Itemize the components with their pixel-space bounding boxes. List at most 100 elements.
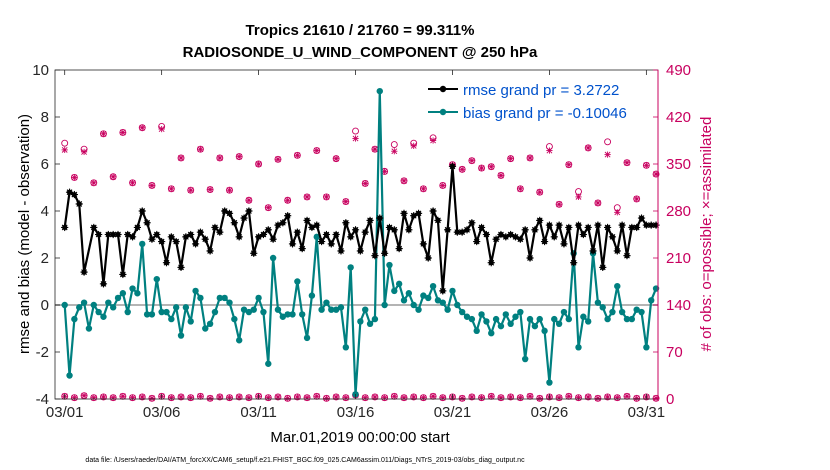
y2-tick-label: 210 xyxy=(666,250,691,267)
obs-low-assimilated-marker xyxy=(517,394,524,401)
bias-point xyxy=(357,318,364,325)
bias-point xyxy=(604,315,611,323)
obs-assimilated-marker xyxy=(643,162,650,169)
rmse-series xyxy=(61,162,660,295)
bias-point xyxy=(231,315,238,323)
bias-point xyxy=(240,306,248,313)
bias-point xyxy=(202,325,209,332)
rmse-point xyxy=(162,259,171,267)
bias-point xyxy=(318,306,325,313)
rmse-point xyxy=(288,240,297,248)
y-axis-left: -4 -2 0 2 4 6 8 10 xyxy=(32,62,60,408)
obs-low-assimilated-marker xyxy=(614,394,621,401)
obs-low-assimilated-marker xyxy=(400,394,408,401)
rmse-point xyxy=(511,233,520,241)
obs-low-assimilated-marker xyxy=(555,394,563,401)
obs-assimilated-marker xyxy=(565,161,572,168)
bias-point xyxy=(473,327,480,335)
bias-point xyxy=(376,87,383,95)
bias-point xyxy=(623,315,631,323)
bias-point xyxy=(449,287,456,295)
rmse-point xyxy=(104,230,112,239)
rmse-point xyxy=(414,209,423,217)
rmse-point xyxy=(608,233,617,241)
y-tick-label: 0 xyxy=(41,297,49,314)
y-tick-label: 4 xyxy=(41,203,49,220)
obs-low-assimilated-marker xyxy=(323,395,330,402)
bias-point xyxy=(260,308,267,316)
bias-point xyxy=(502,311,509,318)
y2-tick-label: 140 xyxy=(666,297,691,314)
rmse-point xyxy=(182,233,190,241)
bias-point xyxy=(638,308,645,316)
rmse-point xyxy=(366,216,374,224)
rmse-point xyxy=(128,233,137,241)
rmse-point xyxy=(337,247,345,255)
obs-assimilated-marker xyxy=(129,179,136,186)
bias-point xyxy=(323,299,330,306)
rmse-point xyxy=(540,237,549,246)
rmse-point xyxy=(570,259,578,267)
bias-point xyxy=(643,344,650,351)
bias-point xyxy=(633,306,640,313)
rmse-point xyxy=(138,207,146,215)
rmse-point xyxy=(574,221,583,229)
bias-point xyxy=(609,308,616,316)
obs-assimilated-marker xyxy=(585,144,592,152)
bias-point xyxy=(303,334,311,342)
bias-point xyxy=(371,315,379,323)
bias-point xyxy=(177,332,185,339)
bias-point xyxy=(463,313,471,320)
bias-point xyxy=(580,313,587,320)
obs-assimilated-marker xyxy=(255,160,262,168)
obs-assimilated-marker xyxy=(410,142,417,149)
bias-point xyxy=(483,318,490,325)
rmse-point xyxy=(250,249,258,257)
y-tick-label: -2 xyxy=(36,344,49,361)
y-axis-right: 0 70 140 210 280 350 420 490 xyxy=(653,62,691,408)
rmse-point xyxy=(565,223,573,232)
bias-point xyxy=(444,306,451,313)
obs-low-assimilated-marker xyxy=(565,393,572,400)
rmse-point xyxy=(230,219,238,227)
bias-point xyxy=(347,264,354,271)
rmse-point xyxy=(637,214,646,222)
rmse-point xyxy=(603,223,612,232)
rmse-point xyxy=(647,221,655,229)
bias-point xyxy=(575,344,582,351)
bias-point xyxy=(192,287,199,295)
rmse-point xyxy=(80,268,88,276)
obs-low-assimilated-marker xyxy=(119,393,126,400)
bias-point xyxy=(478,311,485,318)
bias-point xyxy=(507,320,514,327)
rmse-point xyxy=(90,223,98,232)
rmse-point xyxy=(279,219,287,227)
x-tick-label: 03/31 xyxy=(628,404,666,421)
rmse-point xyxy=(623,252,631,260)
bias-point xyxy=(61,301,68,309)
obs-low-assimilated-marker xyxy=(381,394,388,401)
rmse-point xyxy=(390,226,398,234)
obs-assimilated-marker xyxy=(555,201,563,208)
obs-assimilated-marker xyxy=(71,174,78,181)
bias-point xyxy=(289,311,296,318)
rmse-point xyxy=(196,228,205,236)
obs-assimilated-marker xyxy=(303,193,311,201)
rmse-point xyxy=(448,162,457,170)
bias-point xyxy=(134,290,141,297)
rmse-point xyxy=(526,254,534,262)
bias-point xyxy=(100,313,107,320)
obs-assimilated-marker xyxy=(245,197,253,204)
bias-point xyxy=(332,306,340,313)
rmse-point xyxy=(550,233,558,241)
obs-low-assimilated-marker xyxy=(526,393,534,400)
obs-low-assimilated-marker xyxy=(148,395,156,402)
obs-low-assimilated-marker xyxy=(342,394,349,401)
bias-point xyxy=(211,308,219,316)
obs-assimilated-marker xyxy=(400,177,408,184)
legend-rmse-label: rmse grand pr = 3.2722 xyxy=(463,82,619,99)
obs-low-assimilated-marker xyxy=(459,395,466,402)
bias-point xyxy=(274,306,282,313)
